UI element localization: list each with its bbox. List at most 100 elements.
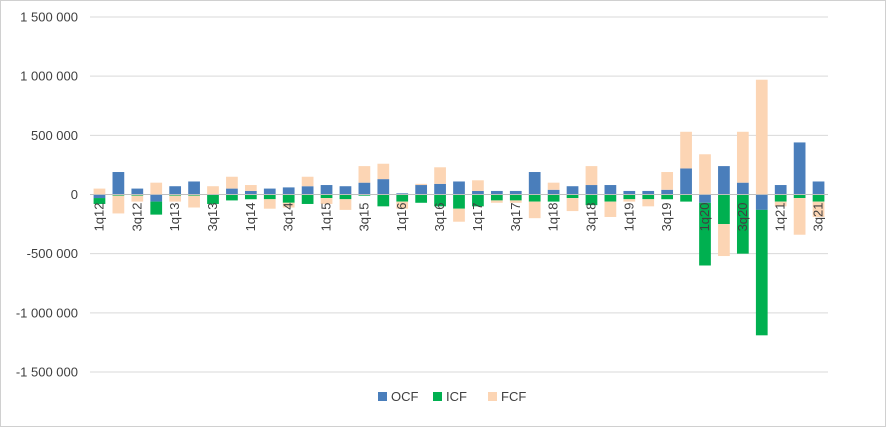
bar-fcf-1q16: [396, 201, 409, 209]
bar-icf-3q12: [131, 194, 144, 196]
x-tick-label: 1q17: [470, 203, 485, 232]
bar-fcf-4q16: [453, 208, 465, 222]
bar-icf-3q20: [736, 194, 749, 254]
bar-fcf-2q21: [793, 198, 806, 235]
bar-icf-4q13: [226, 194, 238, 201]
bar-fcf-3q20: [736, 131, 749, 183]
bar-fcf-2q17: [490, 200, 503, 203]
x-tick-label: 3q18: [583, 203, 598, 232]
y-tick-label: 0: [71, 187, 78, 202]
gridlines: [90, 16, 828, 373]
bar-ocf-3q20: [736, 182, 749, 195]
bar-fcf-3q21: [812, 201, 825, 217]
bar-icf-4q19: [680, 194, 692, 202]
x-tick-label: 1q12: [91, 203, 106, 232]
x-tick-label: 3q16: [432, 203, 447, 232]
bar-icf-2q20: [718, 194, 730, 225]
x-tick-label: 3q21: [811, 203, 826, 232]
x-tick-label: 1q18: [546, 203, 561, 232]
x-tick-label: 3q13: [205, 203, 220, 232]
bar-fcf-3q16: [434, 167, 446, 184]
bar-icf-1q21: [774, 194, 787, 202]
bar-ocf-2q12: [112, 172, 125, 195]
bar-icf-2q13: [188, 194, 200, 196]
bar-ocf-3q21: [812, 181, 825, 195]
bar-icf-2q14: [263, 194, 276, 200]
bar-icf-4q12: [150, 201, 163, 215]
bar-icf-1q13: [169, 194, 182, 196]
bar-fcf-3q17: [509, 200, 522, 203]
bar-icf-1q16: [396, 194, 409, 202]
x-tick-label: 1q14: [243, 203, 258, 232]
bar-icf-1q18: [547, 194, 560, 202]
x-tick-label: 3q14: [281, 203, 296, 232]
bar-fcf-2q12: [112, 195, 125, 214]
bar-icf-4q17: [528, 194, 541, 202]
bar-ocf-2q14: [263, 188, 276, 195]
bar-ocf-2q20: [718, 166, 730, 195]
bar-fcf-2q14: [263, 199, 276, 209]
bar-icf-1q12: [93, 198, 106, 204]
bar-icf-1q20: [699, 202, 711, 266]
bar-fcf-4q20: [755, 79, 768, 195]
bar-ocf-2q15: [339, 186, 352, 195]
y-tick-label: 1 000 000: [20, 69, 78, 84]
bar-fcf-4q15: [377, 163, 390, 180]
bar-ocf-1q20: [699, 194, 711, 203]
y-tick-label: -1 000 000: [16, 305, 78, 320]
bar-fcf-1q14: [244, 185, 257, 191]
bar-ocf-3q19: [661, 189, 674, 195]
y-tick-label: 1 500 000: [20, 10, 78, 25]
bar-ocf-1q12: [93, 194, 106, 199]
bar-ocf-2q21: [793, 142, 806, 195]
bar-fcf-1q18: [547, 182, 560, 190]
bar-ocf-1q15: [320, 185, 333, 195]
bar-icf-4q15: [377, 194, 390, 207]
bar-fcf-1q15: [320, 198, 333, 204]
bar-icf-1q19: [623, 194, 636, 200]
bar-fcf-2q19: [642, 199, 655, 207]
bar-fcf-2q20: [718, 224, 730, 257]
y-axis: 1 500 000 1 000 000 500 000 0 -500 000 -1 000…: [16, 10, 78, 380]
bar-fcf-3q15: [358, 166, 371, 183]
bar-icf-2q21: [793, 194, 806, 199]
bar-ocf-3q15: [358, 182, 371, 195]
bar-fcf-2q15: [339, 199, 352, 210]
bar-icf-1q14: [244, 194, 257, 200]
bar-ocf-4q16: [453, 181, 465, 195]
bar-ocf-4q20: [755, 194, 768, 210]
bar-ocf-1q17: [472, 190, 484, 195]
bar-fcf-2q18: [566, 198, 579, 212]
bar-fcf-4q13: [226, 176, 238, 189]
legend-label-icf: ICF: [446, 389, 467, 404]
x-tick-label: 3q17: [508, 203, 523, 232]
bar-ocf-1q18: [547, 189, 560, 195]
bar-ocf-2q18: [566, 186, 579, 195]
bar-fcf-3q13: [207, 186, 219, 195]
y-tick-label: 500 000: [31, 128, 78, 143]
bar-fcf-4q12: [150, 182, 163, 195]
bar-ocf-4q15: [377, 179, 390, 195]
x-tick-label: 1q19: [621, 203, 636, 232]
bar-ocf-2q17: [490, 190, 503, 195]
x-tick-label: 1q15: [319, 203, 334, 232]
x-tick-label: 1q21: [773, 203, 788, 232]
bar-icf-2q12: [112, 194, 125, 196]
legend-swatch-ocf: [378, 392, 387, 401]
bar-icf-3q18: [585, 194, 598, 206]
bar-icf-3q21: [812, 194, 825, 202]
bar-fcf-4q14: [301, 176, 314, 187]
bar-ocf-4q17: [528, 172, 541, 195]
bar-ocf-2q16: [415, 185, 428, 195]
bar-fcf-3q14: [282, 202, 295, 208]
bar-fcf-4q17: [528, 201, 541, 219]
bar-ocf-2q13: [188, 181, 200, 195]
bar-icf-3q13: [207, 194, 219, 204]
bar-fcf-1q13: [169, 195, 182, 202]
bar-fcf-2q16: [415, 183, 428, 186]
bar-fcf-3q19: [661, 172, 674, 190]
bar-ocf-1q16: [396, 193, 409, 195]
bar-ocf-2q19: [642, 190, 655, 195]
bar-icf-4q20: [755, 209, 768, 336]
legend-label-ocf: OCF: [391, 389, 419, 404]
